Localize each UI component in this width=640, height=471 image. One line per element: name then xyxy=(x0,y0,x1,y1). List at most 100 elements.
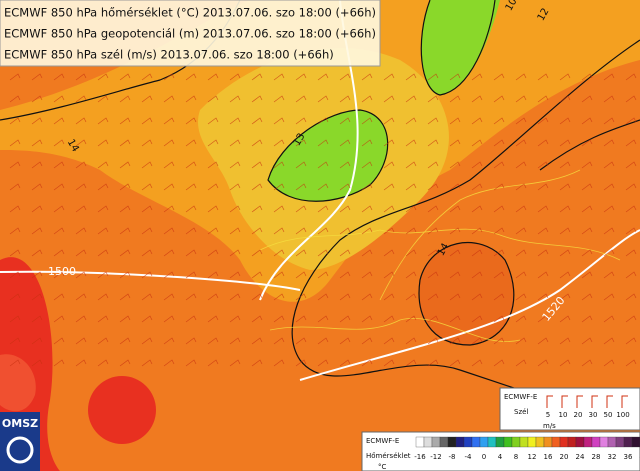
wind-barb xyxy=(9,73,21,81)
wind-barb xyxy=(559,183,571,191)
wind-barb xyxy=(273,95,285,103)
wind-barb xyxy=(493,95,505,103)
wind-barb xyxy=(515,139,527,147)
color-swatch xyxy=(599,436,609,448)
wind-barb xyxy=(493,161,505,169)
wind-barb xyxy=(251,337,263,345)
wind-barb xyxy=(295,161,307,169)
wind-barb xyxy=(207,359,219,367)
wind-barb xyxy=(427,117,439,125)
wind-barb xyxy=(361,249,373,257)
wind-barb xyxy=(185,95,197,103)
wind-barb xyxy=(449,73,461,81)
wind-barb xyxy=(361,293,373,301)
wind-barb xyxy=(603,117,615,125)
wind-barb xyxy=(9,315,21,323)
wind-barb xyxy=(295,183,307,191)
wind-barb xyxy=(229,161,241,169)
wind-barb xyxy=(383,117,395,125)
wind-barb xyxy=(339,161,351,169)
wind-barb xyxy=(449,337,461,345)
wind-barb xyxy=(75,161,87,169)
wind-barb xyxy=(97,183,109,191)
color-swatch xyxy=(431,436,441,448)
wind-barb xyxy=(361,183,373,191)
wind-barb xyxy=(9,359,21,367)
color-swatch xyxy=(479,436,489,448)
wind-barb xyxy=(97,315,109,323)
wind-barb xyxy=(603,271,615,279)
wind-barb xyxy=(383,359,395,367)
color-swatch xyxy=(567,436,577,448)
wind-barb xyxy=(295,315,307,323)
wind-barb xyxy=(163,161,175,169)
wind-barb xyxy=(339,205,351,213)
wind-barb xyxy=(383,95,395,103)
wind-barb xyxy=(31,205,43,213)
wind-barb xyxy=(383,161,395,169)
color-swatch xyxy=(527,436,537,448)
wind-barb xyxy=(229,227,241,235)
legend-value: 5 xyxy=(546,411,550,419)
wind-barb xyxy=(427,161,439,169)
cold-region xyxy=(421,0,500,95)
wind-barb xyxy=(31,73,43,81)
wind-barb xyxy=(383,183,395,191)
wind-barb xyxy=(559,117,571,125)
wind-barb xyxy=(273,293,285,301)
wind-barb xyxy=(317,271,329,279)
legend-value: 8 xyxy=(514,453,518,461)
wind-barb xyxy=(383,249,395,257)
wind-barb xyxy=(119,337,131,345)
wind-barb xyxy=(559,359,571,367)
wind-barb xyxy=(427,315,439,323)
wind-barb xyxy=(119,73,131,81)
wind-barb xyxy=(9,205,21,213)
wind-barb xyxy=(273,315,285,323)
wind-barb xyxy=(31,183,43,191)
wind-barb xyxy=(119,205,131,213)
wind-barb xyxy=(251,161,263,169)
header-line: ECMWF 850 hPa geopotenciál (m) 2013.07.0… xyxy=(4,27,376,41)
wind-barb xyxy=(581,249,593,257)
wind-barb xyxy=(185,359,197,367)
wind-barb xyxy=(141,249,153,257)
warm-region xyxy=(88,376,156,444)
wind-barb xyxy=(427,95,439,103)
wind-barb xyxy=(163,271,175,279)
wind-barbs xyxy=(9,73,637,367)
wind-barb xyxy=(471,95,483,103)
wind-barb xyxy=(31,359,43,367)
wind-barb xyxy=(229,315,241,323)
wind-barb xyxy=(559,139,571,147)
wind-barb xyxy=(53,227,65,235)
wind-barb xyxy=(603,249,615,257)
wind-barb xyxy=(559,293,571,301)
wind-barb xyxy=(603,359,615,367)
wind-barb xyxy=(163,337,175,345)
wind-barb xyxy=(537,315,549,323)
wind-barb xyxy=(141,205,153,213)
wind-barb xyxy=(31,117,43,125)
wind-barb xyxy=(229,293,241,301)
wind-barb xyxy=(449,227,461,235)
color-swatch xyxy=(439,436,449,448)
wind-barb xyxy=(405,293,417,301)
wind-barb xyxy=(625,117,637,125)
wind-barb xyxy=(119,227,131,235)
wind-barb xyxy=(207,315,219,323)
wind-barb xyxy=(273,117,285,125)
wind-barb xyxy=(383,293,395,301)
wind-barb xyxy=(493,183,505,191)
wind-barb xyxy=(537,183,549,191)
wind-barb xyxy=(251,293,263,301)
wind-barb xyxy=(603,293,615,301)
wind-barb xyxy=(185,271,197,279)
wind-barb xyxy=(581,139,593,147)
wind-barb xyxy=(537,249,549,257)
color-swatch xyxy=(503,436,513,448)
wind-barb xyxy=(405,139,417,147)
wind-barb xyxy=(515,227,527,235)
wind-barb xyxy=(581,183,593,191)
wind-barb xyxy=(581,315,593,323)
